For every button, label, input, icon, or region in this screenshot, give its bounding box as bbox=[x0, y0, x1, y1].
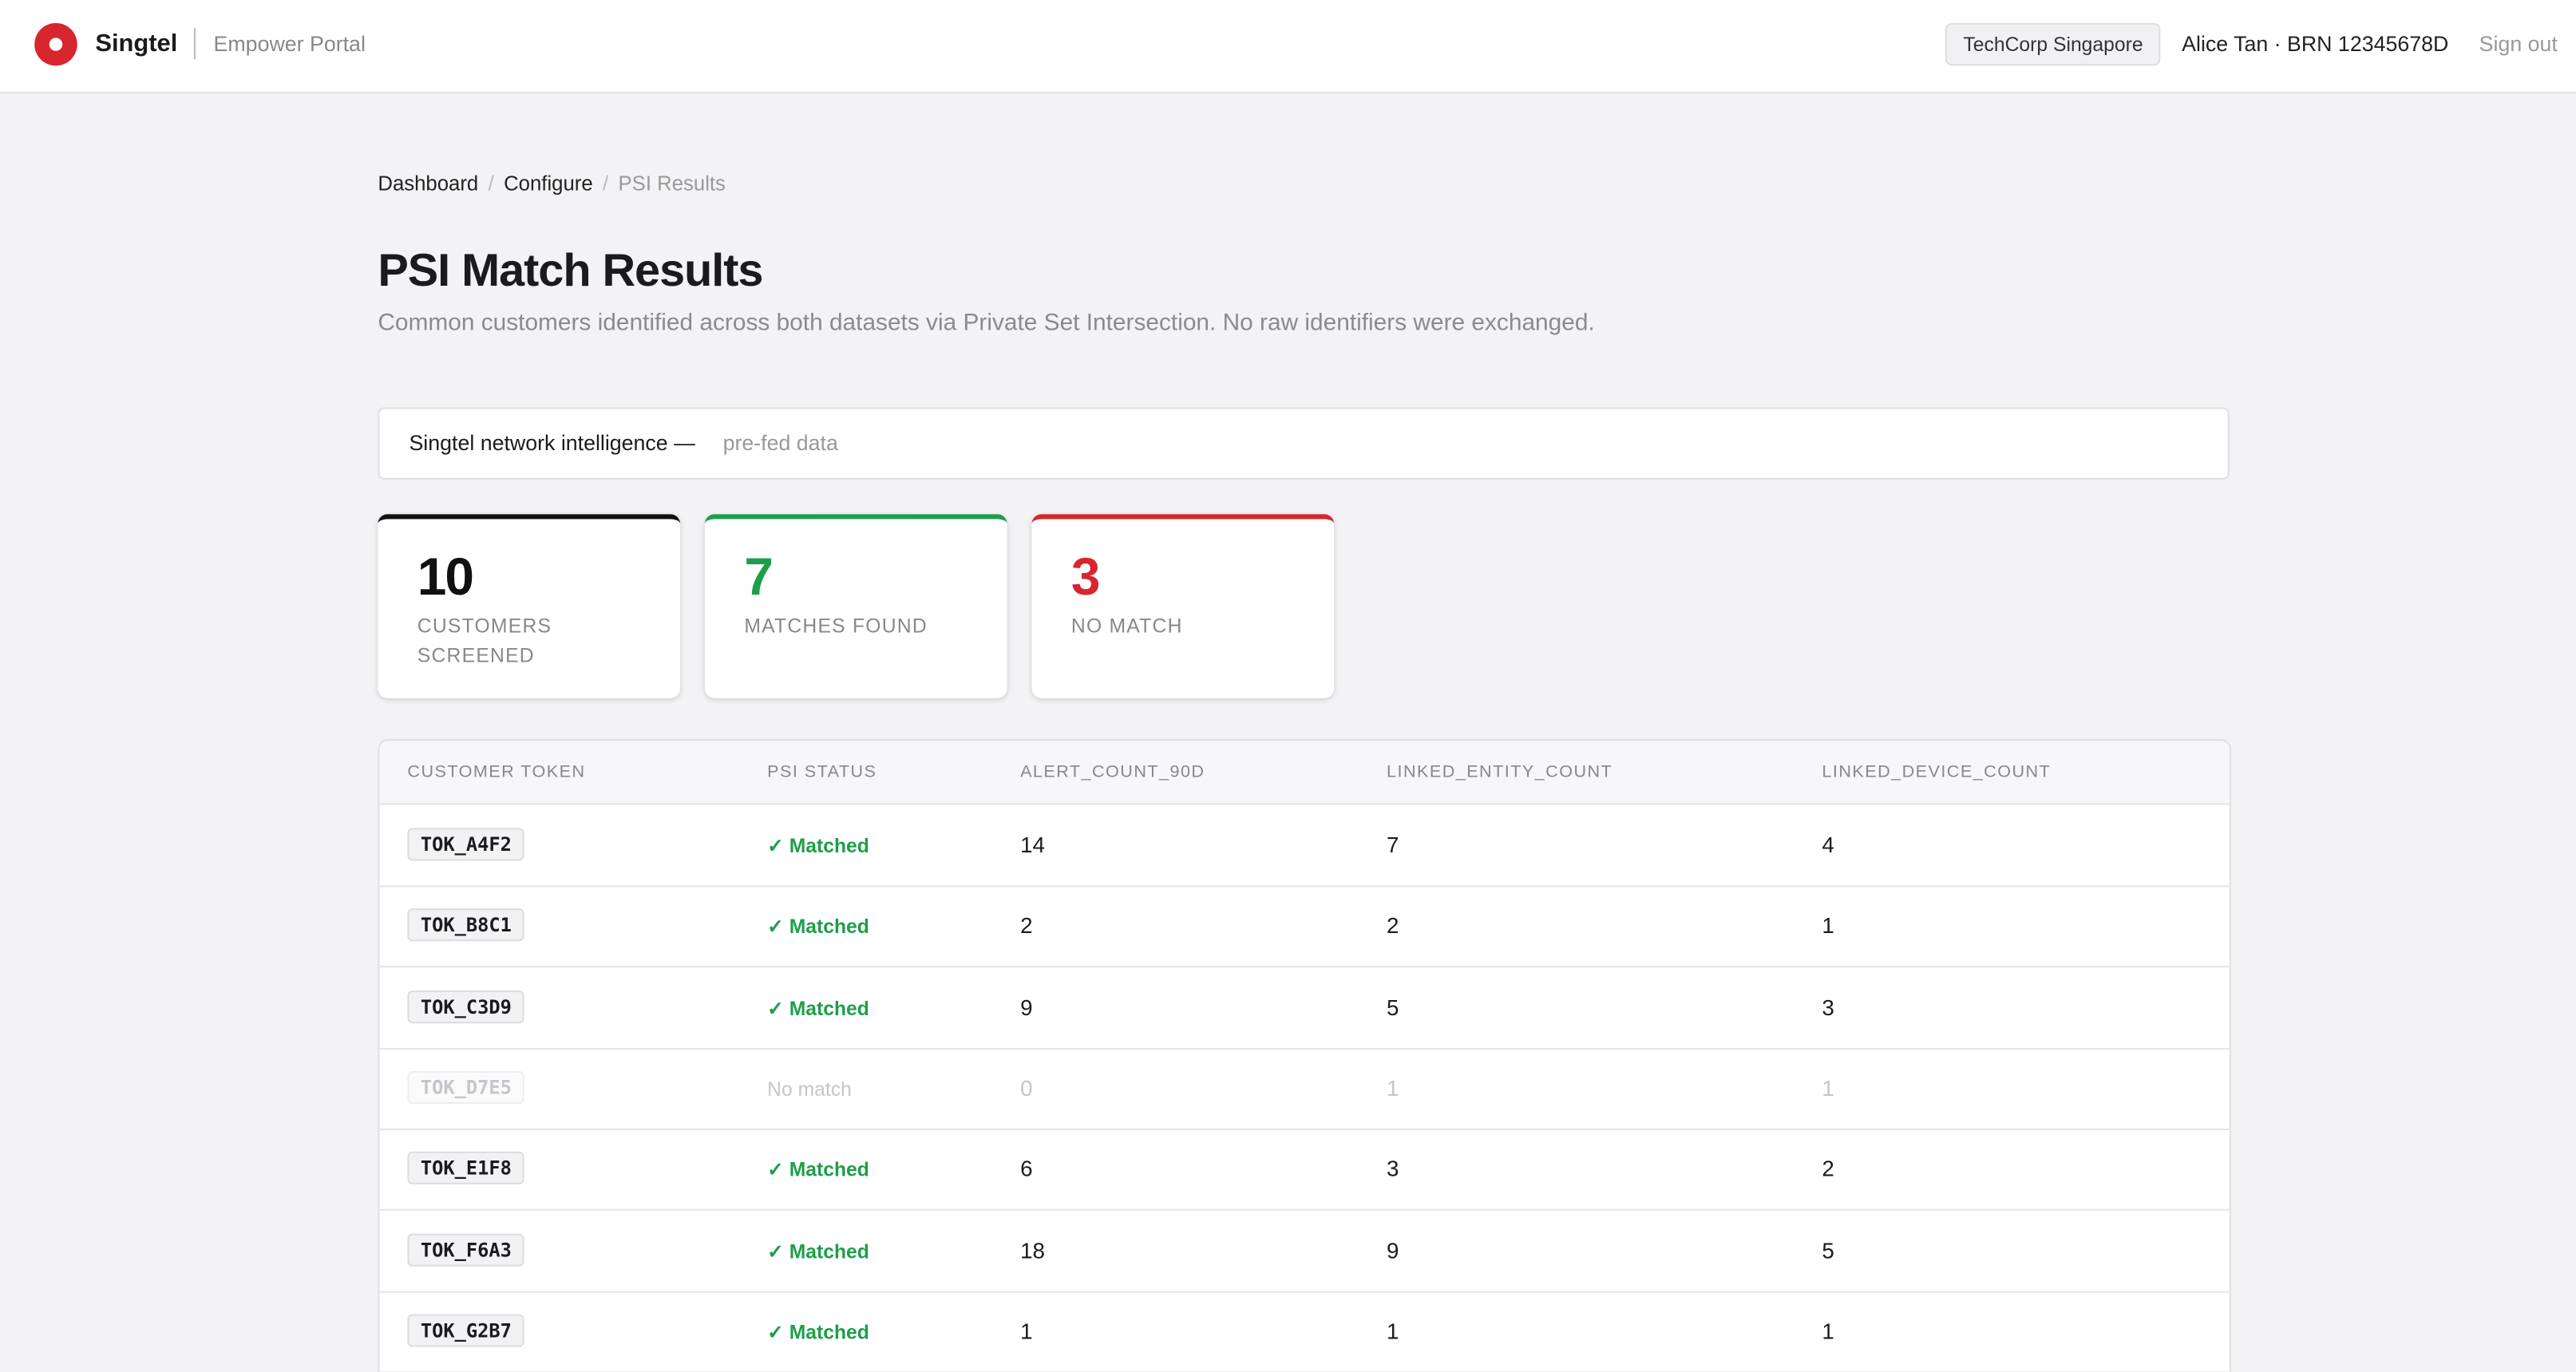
table-row: TOK_B8C1 ✓ Matched 2 2 1 bbox=[379, 886, 2230, 968]
cell: 1 bbox=[1387, 1319, 1399, 1344]
stat-card: 10 CUSTOMERS SCREENED bbox=[378, 514, 681, 698]
banner-value: pre-fed data bbox=[722, 430, 838, 456]
banner-label: Singtel network intelligence — bbox=[409, 430, 695, 456]
results-table: CUSTOMER TOKEN PSI STATUS ALERT_COUNT_90D L… bbox=[378, 739, 2231, 1372]
stat-value: 7 bbox=[744, 547, 774, 607]
cell: 9 bbox=[1387, 1237, 1399, 1263]
table-header: CUSTOMER TOKEN PSI STATUS ALERT_COUNT_90D L… bbox=[379, 741, 2230, 805]
portal-name: Empower Portal bbox=[213, 31, 366, 56]
customer-token: TOK_G2B7 bbox=[407, 1314, 525, 1347]
cell: 18 bbox=[1020, 1237, 1046, 1263]
psi-status: ✓ Matched bbox=[767, 1158, 869, 1182]
check-icon: ✓ bbox=[767, 1158, 789, 1182]
customer-token: TOK_B8C1 bbox=[407, 908, 525, 942]
table-row: TOK_D7E5 No match 0 1 1 bbox=[379, 1048, 2230, 1130]
psi-status: ✓ Matched bbox=[767, 996, 869, 1020]
separator: / bbox=[488, 172, 494, 196]
crumb: PSI Results bbox=[618, 172, 726, 196]
check-icon: ✓ bbox=[767, 834, 789, 858]
cell: 2 bbox=[1822, 1157, 1834, 1182]
cell: 1 bbox=[1822, 913, 1834, 939]
cell: 3 bbox=[1387, 1157, 1399, 1182]
cell: 1 bbox=[1822, 1319, 1834, 1344]
crumb[interactable]: Configure bbox=[504, 172, 593, 196]
stat-value: 3 bbox=[1070, 547, 1101, 607]
cell: 2 bbox=[1020, 913, 1033, 939]
cell: 1 bbox=[1822, 1075, 1834, 1101]
table-row: TOK_E1F8 ✓ Matched 6 3 2 bbox=[379, 1129, 2230, 1212]
customer-token: TOK_F6A3 bbox=[407, 1232, 525, 1266]
table-row: TOK_G2B7 ✓ Matched 1 1 1 bbox=[379, 1291, 2230, 1372]
psi-status: ✓ Matched bbox=[767, 834, 869, 858]
stat-card: 7 MATCHES FOUND bbox=[704, 514, 1007, 698]
customer-token: TOK_A4F2 bbox=[407, 828, 525, 861]
cell: 1 bbox=[1387, 1075, 1399, 1101]
stat-label: MATCHES FOUND bbox=[744, 614, 928, 638]
stat-label: CUSTOMERS SCREENED bbox=[417, 614, 552, 667]
org-badge[interactable]: TechCorp Singapore bbox=[1945, 22, 2162, 66]
page-title: PSI Match Results bbox=[378, 244, 763, 296]
subtitle: Common customers identified across both … bbox=[378, 310, 1595, 337]
breadcrumb: Dashboard / Configure / PSI Results bbox=[378, 172, 726, 196]
cell: 9 bbox=[1020, 994, 1033, 1020]
psi-status: No match bbox=[767, 1077, 852, 1101]
banner: Singtel network intelligence — pre-fed d… bbox=[378, 407, 2230, 480]
cell: 0 bbox=[1020, 1075, 1033, 1101]
crumb[interactable]: Dashboard bbox=[378, 172, 479, 196]
cell: 3 bbox=[1822, 994, 1834, 1020]
check-icon: ✓ bbox=[767, 1320, 789, 1344]
table-row: TOK_A4F2 ✓ Matched 14 7 4 bbox=[379, 805, 2230, 888]
brand: Singtel bbox=[95, 30, 178, 58]
psi-status: ✓ Matched bbox=[767, 1320, 869, 1344]
separator: / bbox=[603, 172, 609, 196]
user-info: Alice Tan · BRN 12345678D bbox=[2182, 31, 2449, 56]
column-header: LINKED_ENTITY_COUNT bbox=[1387, 761, 1613, 782]
check-icon: ✓ bbox=[767, 1239, 789, 1263]
check-icon: ✓ bbox=[767, 915, 789, 939]
logo bbox=[34, 22, 77, 66]
top-bar: Singtel Empower Portal TechCorp Singapor… bbox=[0, 0, 2576, 94]
cell: 5 bbox=[1387, 994, 1399, 1020]
divider bbox=[193, 27, 196, 60]
psi-status: ✓ Matched bbox=[767, 915, 869, 939]
cell: 14 bbox=[1020, 832, 1046, 858]
cell: 7 bbox=[1387, 832, 1399, 858]
customer-token: TOK_D7E5 bbox=[407, 1070, 525, 1104]
check-icon: ✓ bbox=[767, 996, 789, 1020]
stat-card: 3 NO MATCH bbox=[1031, 514, 1335, 698]
customer-token: TOK_E1F8 bbox=[407, 1152, 525, 1185]
stat-label: NO MATCH bbox=[1070, 614, 1183, 638]
cell: 5 bbox=[1822, 1237, 1834, 1263]
cell: 4 bbox=[1822, 832, 1834, 858]
sign-out[interactable]: Sign out bbox=[2479, 31, 2558, 56]
stat-value: 10 bbox=[417, 547, 474, 607]
column-header: CUSTOMER TOKEN bbox=[407, 761, 586, 782]
table-row: TOK_C3D9 ✓ Matched 9 5 3 bbox=[379, 967, 2230, 1050]
customer-token: TOK_C3D9 bbox=[407, 990, 525, 1023]
cell: 2 bbox=[1387, 913, 1399, 939]
cell: 6 bbox=[1020, 1157, 1033, 1182]
column-header: LINKED_DEVICE_COUNT bbox=[1822, 761, 2052, 782]
cell: 1 bbox=[1020, 1319, 1033, 1344]
column-header: ALERT_COUNT_90D bbox=[1020, 761, 1205, 782]
table-row: TOK_F6A3 ✓ Matched 18 9 5 bbox=[379, 1210, 2230, 1292]
psi-status: ✓ Matched bbox=[767, 1239, 869, 1263]
column-header: PSI STATUS bbox=[767, 761, 877, 782]
